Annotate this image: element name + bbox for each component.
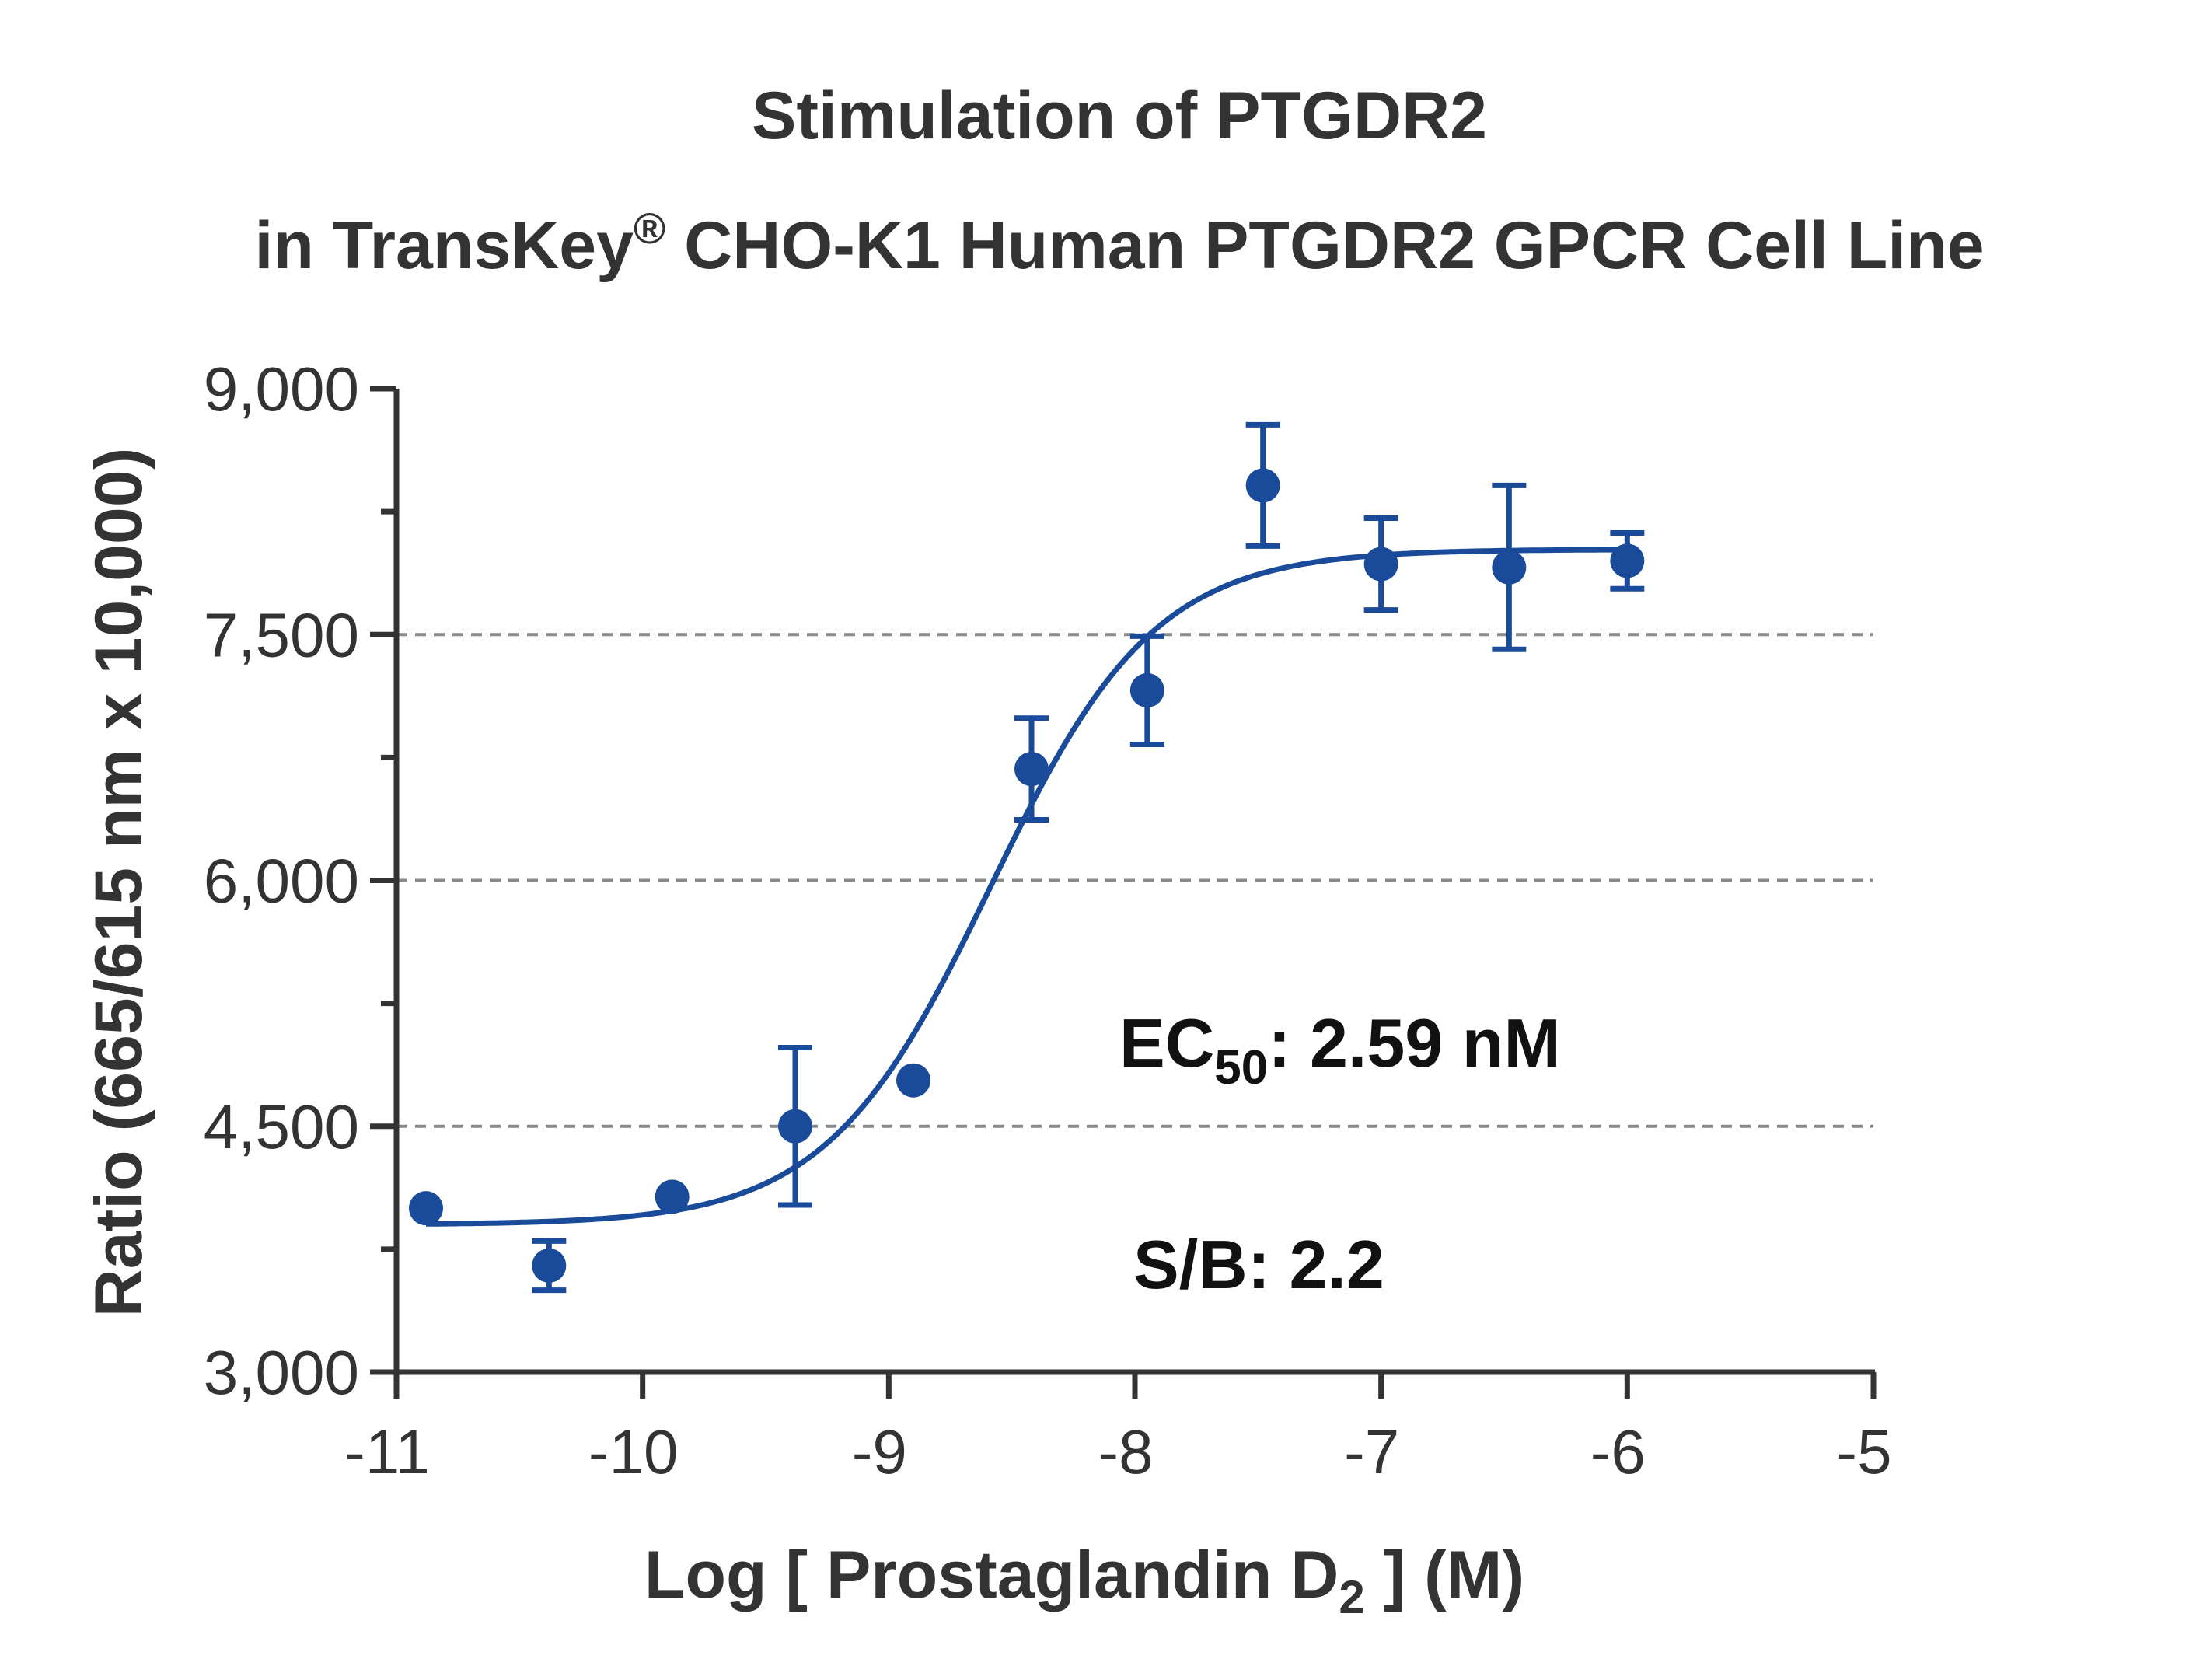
y-tick-label: 7,500 (204, 600, 359, 669)
data-point (1014, 752, 1049, 787)
y-tick-label: 4,500 (204, 1092, 359, 1161)
chart-title-line2: in TransKey® CHO-K1 Human PTGDR2 GPCR Ce… (254, 204, 1984, 283)
data-point (1245, 468, 1280, 503)
data-point (1610, 543, 1645, 578)
x-tick-label: -11 (344, 1417, 430, 1486)
data-point (532, 1248, 567, 1283)
x-tick-label: -8 (1098, 1417, 1153, 1486)
x-tick-label: -10 (588, 1417, 679, 1486)
data-point (655, 1179, 690, 1214)
y-axis-title: Ratio (665/615 nm x 10,000) (82, 448, 156, 1318)
x-tick-label: -9 (852, 1417, 907, 1486)
data-points (409, 468, 1645, 1283)
y-tick-label: 3,000 (204, 1338, 359, 1407)
ec50-annotation: EC50: 2.59 nM (1119, 1004, 1561, 1095)
error-bars (532, 421, 1645, 1294)
axes (370, 386, 1877, 1399)
data-point (1129, 672, 1164, 707)
x-axis-title: Log [ Prostaglandin D2 ] (M) (644, 1538, 1524, 1623)
sb-annotation: S/B: 2.2 (1133, 1226, 1384, 1303)
x-tick-labels: -11 -10 -9 -8 -7 -6 -5 (344, 1417, 1891, 1486)
data-point (409, 1191, 443, 1226)
data-point (896, 1063, 930, 1098)
y-tick-labels: 3,000 4,500 6,000 7,500 9,000 (204, 355, 359, 1407)
x-tick-label: -5 (1836, 1417, 1891, 1486)
y-tick-label: 6,000 (204, 847, 359, 916)
chart-title-line1: Stimulation of PTGDR2 (752, 79, 1487, 153)
x-tick-label: -6 (1590, 1417, 1646, 1486)
data-point (1492, 550, 1527, 585)
fit-curve (426, 547, 1628, 1227)
y-tick-label: 9,000 (204, 355, 359, 424)
data-point (778, 1109, 812, 1144)
x-tick-label: -7 (1344, 1417, 1399, 1486)
data-point (1363, 547, 1398, 582)
